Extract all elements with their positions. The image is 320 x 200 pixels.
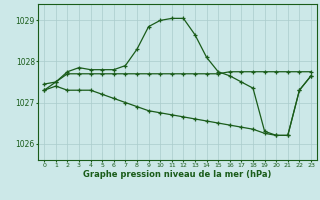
X-axis label: Graphe pression niveau de la mer (hPa): Graphe pression niveau de la mer (hPa)	[84, 170, 272, 179]
